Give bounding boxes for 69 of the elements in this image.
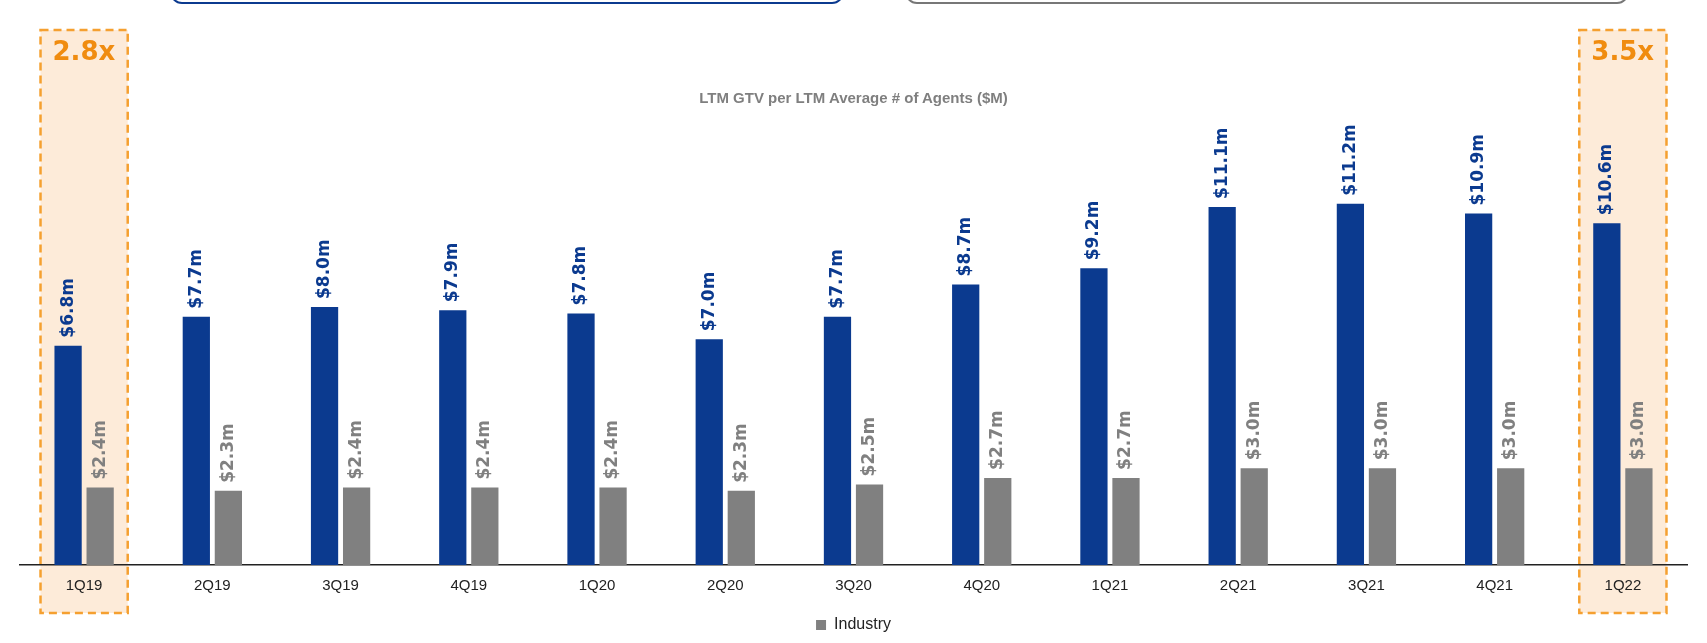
bar — [54, 345, 82, 565]
data-label: $3.0m — [1499, 400, 1520, 461]
legend-label: Industry — [834, 615, 891, 633]
data-label: $2.3m — [216, 423, 237, 483]
data-label: $2.5m — [857, 416, 878, 477]
x-tick-label: 1Q20 — [578, 576, 616, 594]
data-label: $3.0m — [1627, 400, 1648, 461]
data-label: $3.0m — [1242, 400, 1263, 461]
bar — [952, 284, 980, 565]
data-label: $2.4m — [88, 419, 109, 480]
data-label: $10.6m — [1595, 143, 1616, 216]
x-tick-label: 1Q19 — [65, 576, 103, 594]
bar — [471, 487, 499, 565]
x-tick-label: 4Q21 — [1476, 576, 1514, 594]
data-label: $2.7m — [1114, 410, 1135, 470]
data-label: $3.0m — [1370, 400, 1391, 461]
bar — [439, 310, 467, 565]
x-tick-label: 4Q19 — [450, 576, 488, 594]
bar — [695, 339, 723, 565]
bar — [567, 313, 595, 565]
data-label: $11.1m — [1210, 127, 1231, 200]
bar — [310, 307, 339, 565]
x-tick-label: 3Q21 — [1348, 576, 1385, 594]
bar — [1497, 468, 1525, 565]
bar — [1593, 223, 1621, 565]
data-label: $10.9m — [1467, 133, 1488, 206]
data-label: $2.4m — [601, 419, 622, 480]
bar — [984, 477, 1012, 565]
bar — [1208, 207, 1236, 565]
data-label: $2.4m — [473, 419, 494, 480]
data-label: $2.4m — [345, 419, 366, 480]
bar — [1240, 468, 1268, 565]
data-label: $7.7m — [825, 249, 846, 309]
bar — [1368, 468, 1397, 565]
x-tick-label: 3Q20 — [835, 576, 872, 594]
data-label: $11.2m — [1338, 124, 1359, 196]
x-tick-label: 2Q21 — [1219, 576, 1257, 594]
data-label: $7.8m — [569, 245, 590, 306]
bar — [1465, 213, 1493, 565]
bar — [86, 487, 114, 565]
bar — [599, 487, 627, 565]
bar — [727, 490, 755, 565]
chart-title: LTM GTV per LTM Average # of Agents ($M) — [699, 89, 1008, 107]
data-label: $7.0m — [697, 271, 718, 332]
bar — [1625, 468, 1653, 565]
x-tick-label: 2Q19 — [193, 576, 231, 594]
data-label: $9.2m — [1082, 200, 1103, 261]
x-tick-label: 4Q20 — [963, 576, 1001, 594]
x-tick-label: 1Q22 — [1604, 576, 1642, 594]
data-label: $7.9m — [441, 242, 462, 303]
data-label: $7.7m — [184, 249, 205, 309]
band-label: 2.8x — [52, 35, 116, 66]
x-tick-label: 2Q20 — [706, 576, 744, 594]
bar — [214, 490, 242, 565]
data-label: $8.0m — [312, 239, 333, 299]
bar — [823, 316, 852, 565]
data-label: $2.7m — [986, 410, 1007, 470]
bar — [342, 487, 371, 565]
data-label: $2.3m — [729, 423, 750, 483]
bar — [1112, 477, 1140, 565]
data-label: $6.8m — [56, 278, 77, 338]
bar — [1336, 203, 1365, 565]
x-tick-label: 3Q19 — [322, 576, 359, 594]
bar — [1080, 268, 1108, 565]
bar — [855, 484, 884, 565]
bar — [182, 316, 210, 565]
data-label: $8.7m — [954, 216, 975, 277]
x-tick-label: 1Q21 — [1091, 576, 1129, 594]
band-label: 3.5x — [1591, 35, 1655, 66]
